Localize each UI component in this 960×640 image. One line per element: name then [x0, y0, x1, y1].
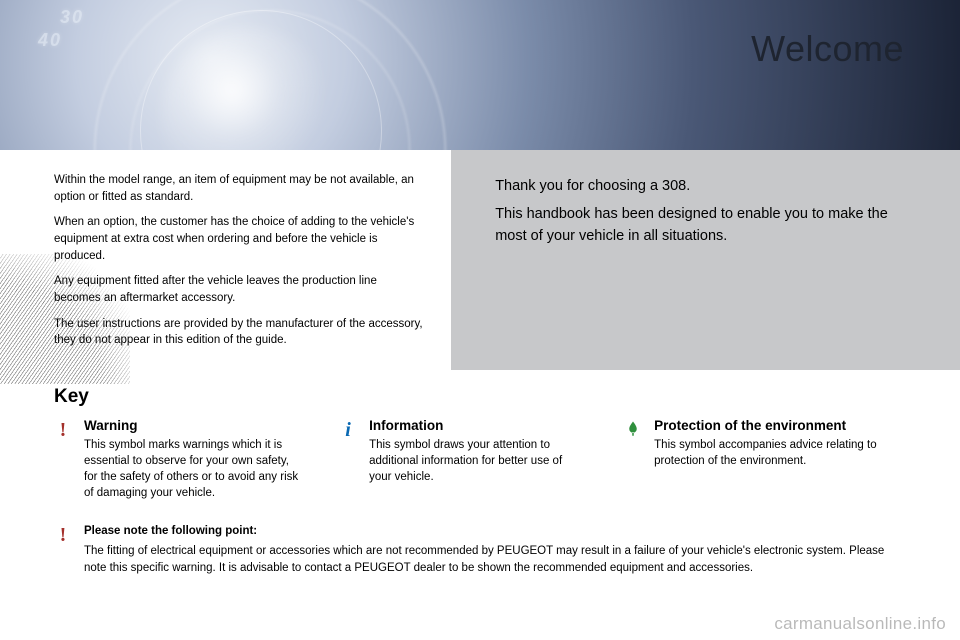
- key-item-information-title: Information: [369, 418, 584, 433]
- information-icon: i: [339, 418, 357, 501]
- intro-left-p1: Within the model range, an item of equip…: [54, 172, 423, 205]
- key-item-environment-body: This symbol accompanies advice relating …: [654, 437, 906, 469]
- key-note-text: The fitting of electrical equipment or a…: [84, 543, 886, 576]
- key-item-information-body: This symbol draws your attention to addi…: [369, 437, 584, 485]
- key-note: ! Please note the following point: The f…: [54, 523, 906, 576]
- intro-right-p1: Thank you for choosing a 308.: [495, 176, 902, 198]
- intro-section: Within the model range, an item of equip…: [0, 150, 960, 370]
- intro-left-p4: The user instructions are provided by th…: [54, 316, 423, 349]
- key-item-environment-title: Protection of the environment: [654, 418, 906, 433]
- key-row: ! Warning This symbol marks warnings whi…: [54, 418, 906, 501]
- tree-icon: [624, 418, 642, 501]
- key-heading: Key: [54, 386, 906, 408]
- intro-left-p3: Any equipment fitted after the vehicle l…: [54, 273, 423, 306]
- key-item-environment-text: Protection of the environment This symbo…: [654, 418, 906, 501]
- speedo-30: 30: [60, 6, 84, 29]
- intro-left-column: Within the model range, an item of equip…: [0, 150, 451, 370]
- hero-banner: 30 40 Welcome: [0, 0, 960, 150]
- hero-lens-flare: [160, 28, 340, 150]
- key-note-title: Please note the following point:: [84, 523, 886, 540]
- key-note-body: Please note the following point: The fit…: [84, 523, 906, 576]
- warning-icon: !: [54, 523, 72, 576]
- key-item-information-text: Information This symbol draws your atten…: [369, 418, 584, 501]
- page-title: Welcome: [751, 28, 904, 70]
- key-item-warning-text: Warning This symbol marks warnings which…: [84, 418, 299, 501]
- key-item-information: i Information This symbol draws your att…: [339, 418, 584, 501]
- intro-right-p2: This handbook has been designed to enabl…: [495, 204, 902, 248]
- key-item-warning-title: Warning: [84, 418, 299, 433]
- warning-icon: !: [54, 418, 72, 501]
- key-section: Key ! Warning This symbol marks warnings…: [0, 370, 960, 576]
- speedo-40: 40: [38, 29, 84, 52]
- intro-left-p2: When an option, the customer has the cho…: [54, 214, 423, 264]
- hero-speedometer-digits: 30 40: [60, 6, 84, 53]
- key-item-warning-body: This symbol marks warnings which it is e…: [84, 437, 299, 501]
- key-item-warning: ! Warning This symbol marks warnings whi…: [54, 418, 299, 501]
- key-item-environment: Protection of the environment This symbo…: [624, 418, 906, 501]
- intro-right-column: Thank you for choosing a 308. This handb…: [451, 150, 960, 370]
- watermark: carmanualsonline.info: [774, 614, 946, 634]
